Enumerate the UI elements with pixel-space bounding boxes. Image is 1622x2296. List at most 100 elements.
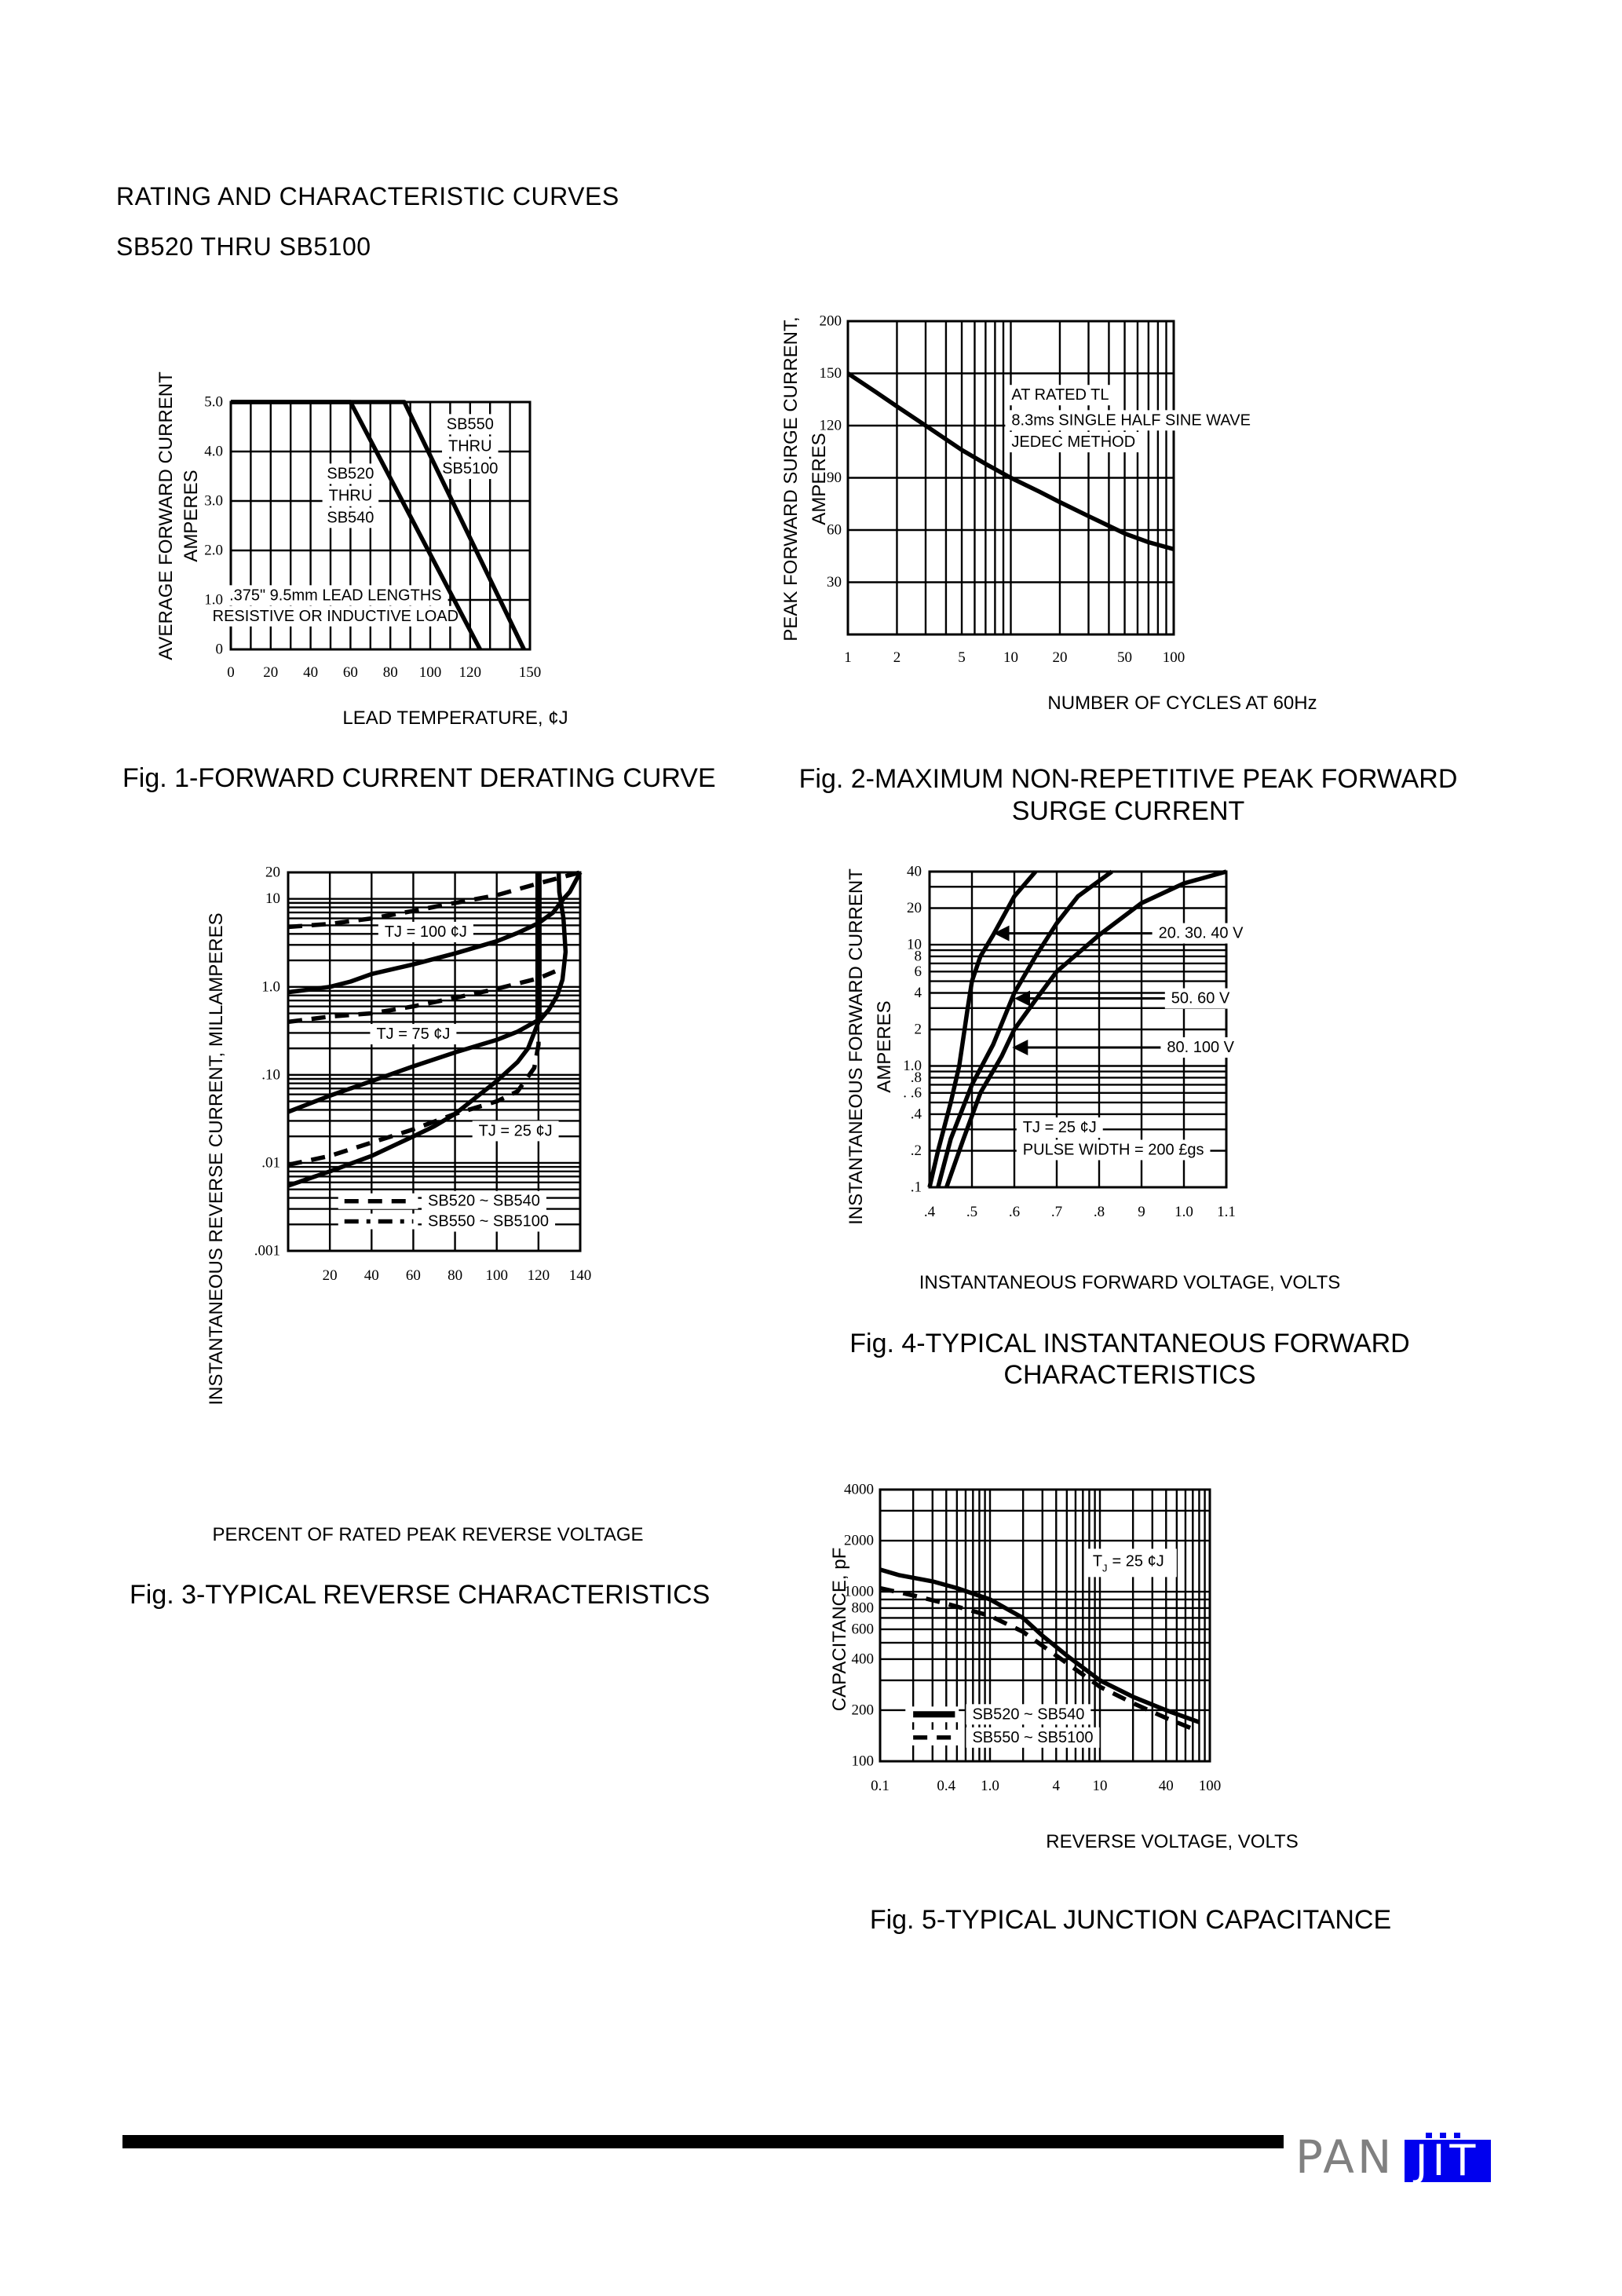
y-tick-label: 600 bbox=[852, 1621, 875, 1637]
annotations: SB550 THRU SB5100 SB520 THRU SB540 .375" 9.5mm… bbox=[206, 414, 505, 627]
label-tj75-bg bbox=[370, 1024, 457, 1045]
y-tick-label: 100 bbox=[852, 1753, 875, 1770]
x-tick-label: 120 bbox=[528, 1267, 550, 1284]
y-tick-label: 8 bbox=[915, 948, 922, 964]
x-tick-label: 60 bbox=[406, 1267, 421, 1284]
series-line-3 bbox=[944, 869, 1227, 1188]
series-group bbox=[846, 371, 1174, 552]
series-line-3 bbox=[287, 969, 557, 1025]
page-title: RATING AND CHARACTERISTIC CURVES bbox=[116, 182, 619, 210]
series-line-5 bbox=[287, 872, 568, 1188]
series-line-2 bbox=[936, 869, 1113, 1188]
x-tick-label: 40 bbox=[303, 664, 318, 681]
y-tick-label: 40 bbox=[907, 864, 922, 880]
series-line-2 bbox=[287, 871, 583, 995]
fig5-xlabel: REVERSE VOLTAGE, VOLTS bbox=[1046, 1831, 1299, 1852]
annotations: SB520 ~ SB540 SB550 ~ SB5100 TJ = 25 ¢J bbox=[905, 1548, 1177, 1748]
y-tick-label: .10 bbox=[261, 1066, 280, 1083]
series-line-1 bbox=[287, 870, 581, 930]
y-tick-label: 5.0 bbox=[204, 394, 223, 411]
label-jedec-bg bbox=[1005, 432, 1142, 453]
y-tick-label: .8 bbox=[911, 1069, 922, 1086]
label-thru: THRU bbox=[329, 488, 373, 505]
x-tick-label: 100 bbox=[1163, 649, 1185, 666]
y-tick-label: 2.0 bbox=[204, 543, 223, 559]
plot-frame bbox=[846, 320, 1175, 636]
arrow-head-icon bbox=[1014, 990, 1030, 1007]
chart-fig1: SB550 THRU SB5100 SB520 THRU SB540 .375" 9.5mm… bbox=[204, 394, 541, 681]
fig2-caption-line2: SURGE CURRENT bbox=[1011, 796, 1245, 826]
label-load: RESISTIVE OR INDUCTIVE LOAD bbox=[213, 608, 458, 625]
y-tick-label: 800 bbox=[852, 1600, 875, 1616]
series-group bbox=[231, 400, 526, 651]
x-tick-label: 1 bbox=[844, 649, 852, 666]
legend-label-bg bbox=[966, 1704, 1091, 1725]
annotations: TJ = 100 ¢J TJ = 75 ¢J TJ = 25 ¢J SB520 ~ S… bbox=[338, 921, 559, 1232]
y-tick-label: 150 bbox=[820, 365, 842, 382]
x-tick-label: 0.4 bbox=[937, 1778, 955, 1794]
x-tick-label: 60 bbox=[343, 664, 358, 681]
plot-frame bbox=[928, 870, 1228, 1189]
tick-labels: 20 40 60 80 100 120 140 20 10 1.0 .10 .01 .001 bbox=[254, 865, 592, 1284]
label-lead-lengths-bg bbox=[223, 585, 448, 606]
x-tick-label: 120 bbox=[459, 664, 482, 681]
x-tick-label: .5 bbox=[966, 1204, 977, 1220]
legend-label: SB550 ~ SB5100 bbox=[428, 1213, 549, 1230]
series-label-2-bg bbox=[1164, 988, 1237, 1009]
series-label-3-bg bbox=[1160, 1036, 1241, 1058]
x-tick-label: 1.0 bbox=[1174, 1204, 1193, 1220]
label-tj25: TJ = 25 ¢J bbox=[479, 1122, 553, 1139]
legend-label: SB520 ~ SB540 bbox=[428, 1193, 540, 1210]
y-tick-label: 90 bbox=[827, 470, 842, 486]
x-tick-label: .6 bbox=[1009, 1204, 1020, 1220]
grid bbox=[879, 1488, 1211, 1763]
label-sb550-bg bbox=[440, 414, 500, 435]
series-group bbox=[287, 870, 583, 1224]
y-tick-label: 30 bbox=[827, 574, 842, 590]
series-line-2 bbox=[231, 400, 526, 651]
y-tick-label: .001 bbox=[254, 1243, 280, 1260]
series-group bbox=[927, 869, 1227, 1188]
legend-swatch-bg bbox=[905, 1729, 959, 1746]
y-tick-label: .2 bbox=[911, 1143, 922, 1159]
legend-label-bg bbox=[422, 1190, 546, 1212]
chart-fig3: TJ = 100 ¢J TJ = 75 ¢J TJ = 25 ¢J SB520 ~ S… bbox=[254, 865, 592, 1284]
y-tick-label: 10 bbox=[265, 890, 280, 907]
series-label-3: 80. 100 V bbox=[1167, 1039, 1234, 1056]
series-line-2 bbox=[879, 1585, 1200, 1734]
x-tick-label: .4 bbox=[924, 1204, 936, 1220]
panjit-logo: PAN JIT bbox=[1295, 2131, 1492, 2183]
label-load-bg bbox=[206, 605, 466, 627]
y-tick-label: 20 bbox=[907, 900, 922, 916]
x-tick-label: 100 bbox=[1199, 1778, 1222, 1794]
legend-swatch-bg bbox=[338, 1213, 418, 1230]
label-sb550: SB550 bbox=[447, 415, 494, 433]
x-tick-label: .7 bbox=[1051, 1204, 1062, 1220]
fig2-xlabel: NUMBER OF CYCLES AT 60Hz bbox=[1047, 693, 1317, 714]
label-thru-bg bbox=[322, 485, 379, 506]
x-tick-label: 0.1 bbox=[871, 1778, 890, 1794]
y-tick-label: 2000 bbox=[844, 1533, 874, 1549]
y-tick-label: 1.0 bbox=[261, 978, 280, 995]
annotations: TJ = 25 ¢J PULSE WIDTH = 200 £gs 20. 30. 4… bbox=[1016, 923, 1251, 1161]
y-tick-label: 3.0 bbox=[204, 493, 223, 510]
label-sb520: SB520 bbox=[327, 465, 374, 482]
fig3-caption: Fig. 3-TYPICAL REVERSE CHARACTERISTICS bbox=[130, 1580, 711, 1610]
legend-label: SB550 ~ SB5100 bbox=[972, 1729, 1093, 1746]
chart-fig2: AT RATED TL 8.3ms SINGLE HALF SINE WAVE JE… bbox=[820, 313, 1257, 666]
fig2-caption-line1: Fig. 2-MAXIMUM NON-REPETITIVE PEAK FORWA… bbox=[798, 764, 1458, 794]
series-line-6 bbox=[287, 1033, 541, 1168]
x-tick-label: 1.0 bbox=[981, 1778, 999, 1794]
label-jedec: JEDEC METHOD bbox=[1011, 433, 1135, 451]
y-tick-label: 60 bbox=[827, 522, 842, 539]
x-tick-label: 9 bbox=[1138, 1204, 1145, 1220]
series-group bbox=[879, 1567, 1200, 1740]
label-rated-tl: AT RATED TL bbox=[1011, 386, 1109, 404]
tj-label-sub: J bbox=[1102, 1562, 1108, 1574]
chart-fig4: TJ = 25 ¢J PULSE WIDTH = 200 £gs 20. 30. 4… bbox=[903, 864, 1251, 1220]
series-line-4 bbox=[287, 1018, 540, 1114]
y-tick-label: 1.0 bbox=[903, 1058, 922, 1074]
y-tick-label: 200 bbox=[820, 313, 842, 330]
